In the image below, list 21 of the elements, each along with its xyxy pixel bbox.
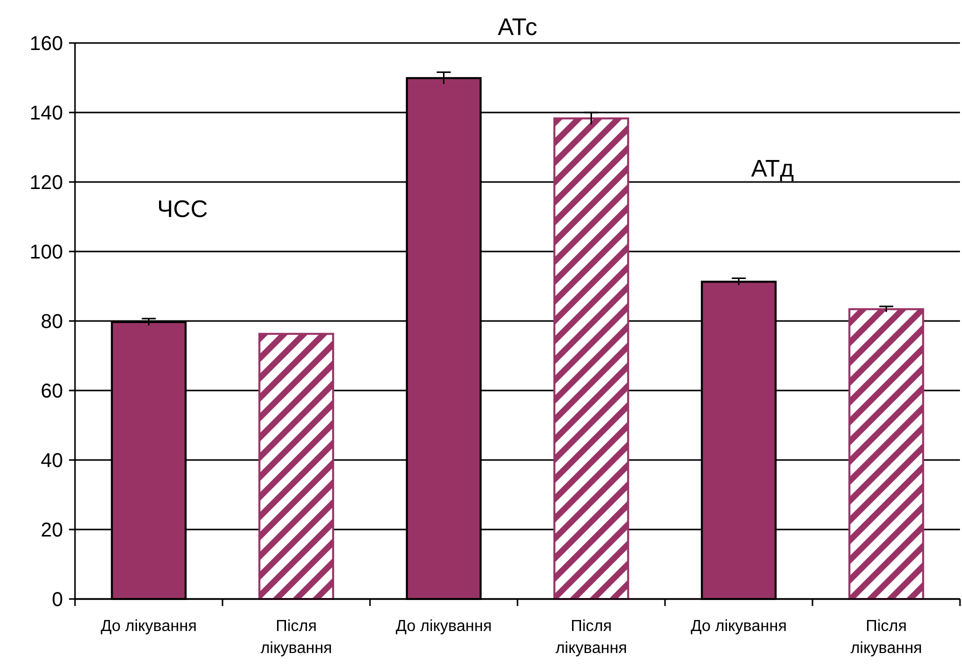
y-tick-label: 80 bbox=[40, 311, 63, 333]
x-tick-label: До лікування bbox=[100, 618, 197, 635]
y-tick-label: 160 bbox=[30, 33, 63, 55]
y-tick-label: 0 bbox=[52, 589, 63, 611]
y-tick-label: 140 bbox=[30, 102, 63, 124]
x-tick-label: Після лікування bbox=[850, 618, 922, 657]
annotation: АТд bbox=[751, 156, 794, 183]
y-tick-label: 40 bbox=[40, 450, 63, 472]
x-tick-label: Після лікування bbox=[555, 618, 628, 657]
bar bbox=[848, 308, 924, 600]
y-tick-label: 120 bbox=[30, 172, 63, 194]
text: АТс bbox=[498, 14, 538, 41]
bar bbox=[553, 117, 630, 600]
y-tick-label: 20 bbox=[40, 520, 63, 542]
bar bbox=[258, 332, 334, 600]
annotation: ЧСС bbox=[157, 196, 208, 224]
x-tick-label: Після лікування bbox=[260, 618, 332, 657]
x-tick-label: До лікування bbox=[396, 618, 492, 635]
y-tick-label: 100 bbox=[30, 242, 63, 264]
y-tick-label: 60 bbox=[40, 380, 63, 402]
x-tick-label: До лікування bbox=[690, 618, 787, 635]
